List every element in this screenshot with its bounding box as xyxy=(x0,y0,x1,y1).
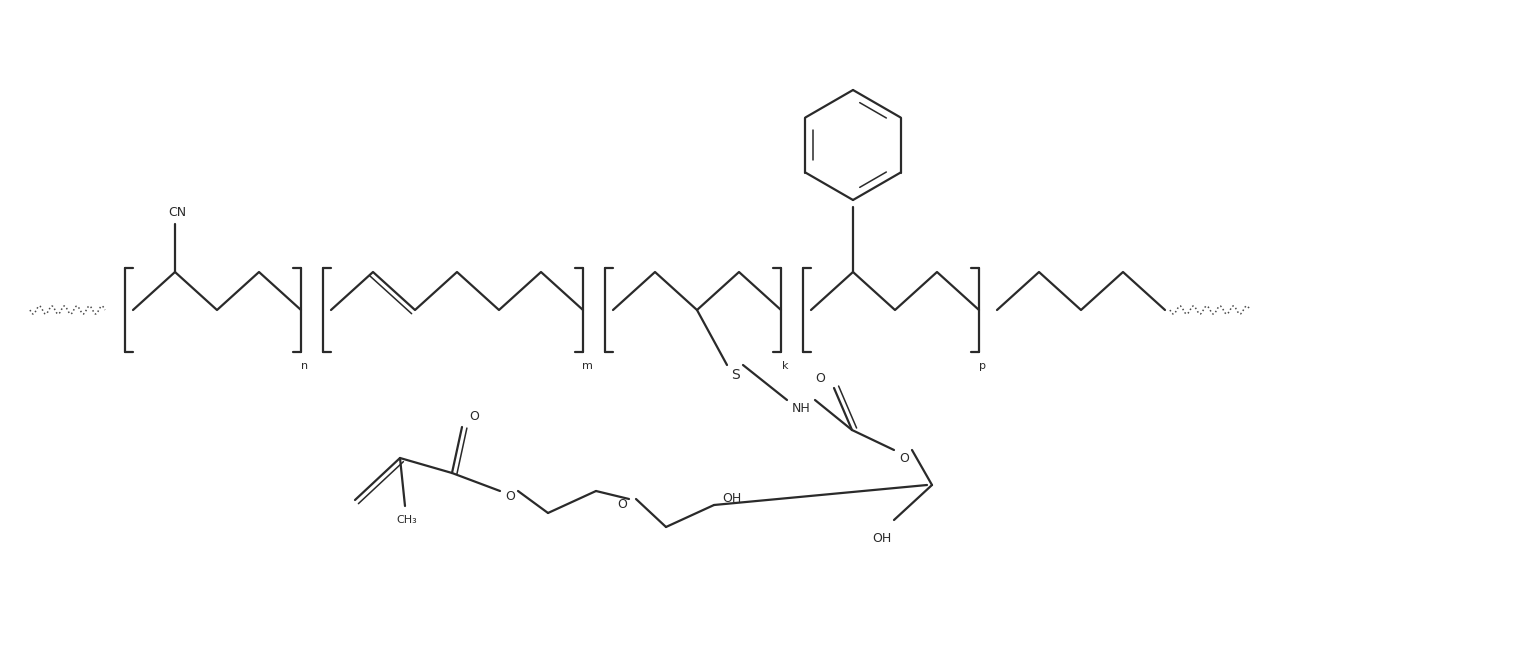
Text: NH: NH xyxy=(791,401,811,415)
Text: OH: OH xyxy=(722,493,742,505)
Text: k: k xyxy=(782,361,788,371)
Text: CN: CN xyxy=(169,206,185,218)
Text: m: m xyxy=(581,361,592,371)
Text: CH₃: CH₃ xyxy=(397,515,417,525)
Text: O: O xyxy=(898,452,909,464)
Text: O: O xyxy=(618,497,627,511)
Text: O: O xyxy=(469,411,478,423)
Text: O: O xyxy=(504,491,515,503)
Text: O: O xyxy=(816,372,825,384)
Text: S: S xyxy=(731,368,739,382)
Text: n: n xyxy=(302,361,308,371)
Text: p: p xyxy=(980,361,987,371)
Text: OH: OH xyxy=(872,532,892,544)
